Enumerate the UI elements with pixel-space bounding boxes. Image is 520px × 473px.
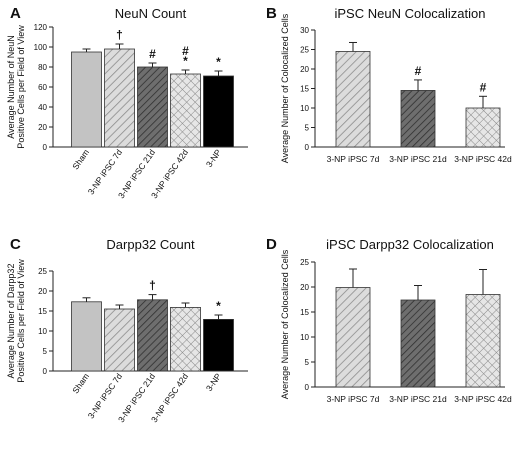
y-tick-label: 25 [300,46,309,55]
bar [104,308,135,372]
y-tick-label: 0 [43,143,48,152]
bar [335,51,371,148]
chart-title: iPSC NeuN Colocalization [334,6,485,21]
x-tick-label: 3-NP iPSC 7d [86,371,125,420]
significance-marker: # [480,80,487,94]
chart-panel: A NeuN Count 0 20 40 60 80 100 120 Average Number… [6,5,248,200]
y-tick-label: 25 [300,258,309,267]
significance-marker: # [415,64,422,78]
bar [71,301,102,372]
y-tick-label: 5 [305,124,310,133]
y-tick-label: 100 [34,43,48,52]
panel-label: C [10,236,21,253]
bar [400,90,436,148]
chart-title: NeuN Count [115,6,187,21]
y-tick-label: 10 [38,327,47,336]
significance-marker: # [149,47,156,61]
y-tick-label: 120 [34,23,48,32]
x-tick-label: Sham [70,371,91,395]
y-tick-label: 30 [300,26,309,35]
y-tick-label: 0 [305,383,310,392]
x-tick-label: 3-NP iPSC 42d [454,154,512,164]
y-tick-label: 20 [38,287,47,296]
bar [400,299,436,388]
y-tick-label: 15 [300,308,309,317]
bar [104,48,135,148]
bar [335,287,371,388]
chart-panel: C Darpp32 Count 0 5 10 15 20 25 Average Number o… [6,236,248,424]
panel-label: A [10,5,21,22]
bar [203,75,234,148]
y-tick-label: 0 [305,143,310,152]
x-tick-label: 3-NP iPSC 42d [454,394,512,404]
y-axis-label: Average Number of Darpp32Positive Cells … [6,259,26,383]
y-tick-label: 20 [38,123,47,132]
y-axis-label: Average Number of NeuNPositive Cells per… [6,25,26,149]
bar [137,66,168,148]
y-tick-label: 15 [300,85,309,94]
y-tick-label: 0 [43,367,48,376]
bar [137,299,168,372]
x-tick-label: 3-NP iPSC 21d [389,394,447,404]
x-tick-label: 3-NP iPSC 7d [327,394,380,404]
significance-marker: * [216,55,221,69]
y-tick-label: 60 [38,83,47,92]
y-tick-label: 5 [305,358,310,367]
x-tick-label: 3-NP iPSC 21d [389,154,447,164]
significance-marker: † [149,279,156,293]
bar [170,73,201,148]
chart-title: Darpp32 Count [106,237,195,252]
y-tick-label: 15 [38,307,47,316]
y-tick-label: 10 [300,333,309,342]
chart-title: iPSC Darpp32 Colocalization [326,237,494,252]
y-tick-label: 80 [38,63,47,72]
x-tick-label: Sham [70,147,91,171]
y-tick-label: 20 [300,65,309,74]
panel-label: D [266,236,277,253]
y-axis-label: Average Number of Colocalized Cells [280,249,290,399]
y-tick-label: 10 [300,104,309,113]
bar [465,107,501,148]
panel-label: B [266,5,277,22]
x-tick-label: 3-NP iPSC 7d [86,147,125,196]
significance-marker: * [183,54,188,68]
y-tick-label: 20 [300,283,309,292]
bar [203,318,234,372]
y-tick-label: 25 [38,267,47,276]
y-axis-label: Average Number of Colocalized Cells [280,13,290,163]
significance-marker: # [182,44,189,58]
bar [465,294,501,388]
bar [170,306,201,372]
y-tick-label: 40 [38,103,47,112]
significance-marker: * [216,299,221,313]
significance-marker: † [116,28,123,42]
x-tick-label: 3-NP iPSC 7d [327,154,380,164]
x-tick-label: 3-NP [204,371,223,393]
y-tick-label: 5 [43,347,48,356]
x-tick-label: 3-NP [204,147,223,169]
bar [71,51,102,148]
